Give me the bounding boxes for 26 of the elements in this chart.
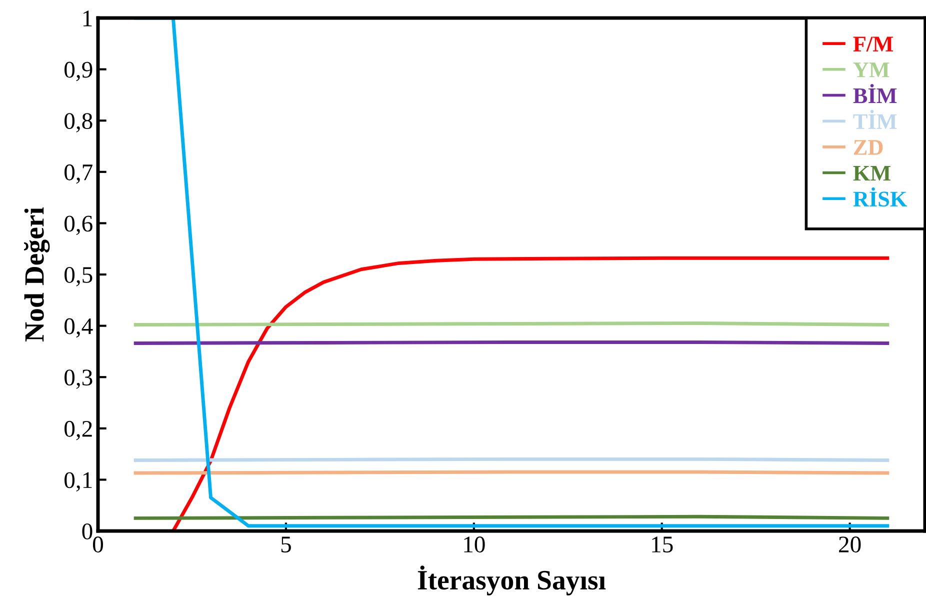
line-series <box>171 256 890 531</box>
legend-label: RİSK <box>853 187 908 207</box>
y-tick-label: 0,4 <box>64 318 93 338</box>
y-tick-label: 0,9 <box>64 62 92 82</box>
y-tick-label: 0,8 <box>64 113 92 132</box>
x-tick-label: 10 <box>464 536 485 552</box>
legend-label: KM <box>853 166 890 181</box>
legend-label: TİM <box>853 110 897 129</box>
x-axis-title: İterasyon Sayısı <box>418 566 606 596</box>
x-tick-label: 20 <box>839 536 861 552</box>
legend-label: YM <box>853 62 890 78</box>
y-axis-title: Nod Değeri <box>24 207 50 342</box>
x-tick-label: 0 <box>92 536 104 552</box>
y-tick-label: 0,1 <box>64 472 92 492</box>
x-tick-label: 5 <box>281 536 291 552</box>
legend-label: F/M <box>853 36 893 52</box>
y-tick-label: 0,6 <box>64 216 92 236</box>
y-tick-label: 0 <box>82 523 92 540</box>
y-tick-label: 1 <box>83 10 92 26</box>
y-tick-label: 0,7 <box>64 164 92 184</box>
legend-label: BİM <box>853 84 897 104</box>
y-tick-label: 0,2 <box>64 420 92 440</box>
y-tick-label: 0,3 <box>64 370 92 389</box>
x-tick-label: 15 <box>652 536 673 552</box>
legend-label: ZD <box>854 140 883 155</box>
y-tick-label: 0,5 <box>64 266 92 286</box>
